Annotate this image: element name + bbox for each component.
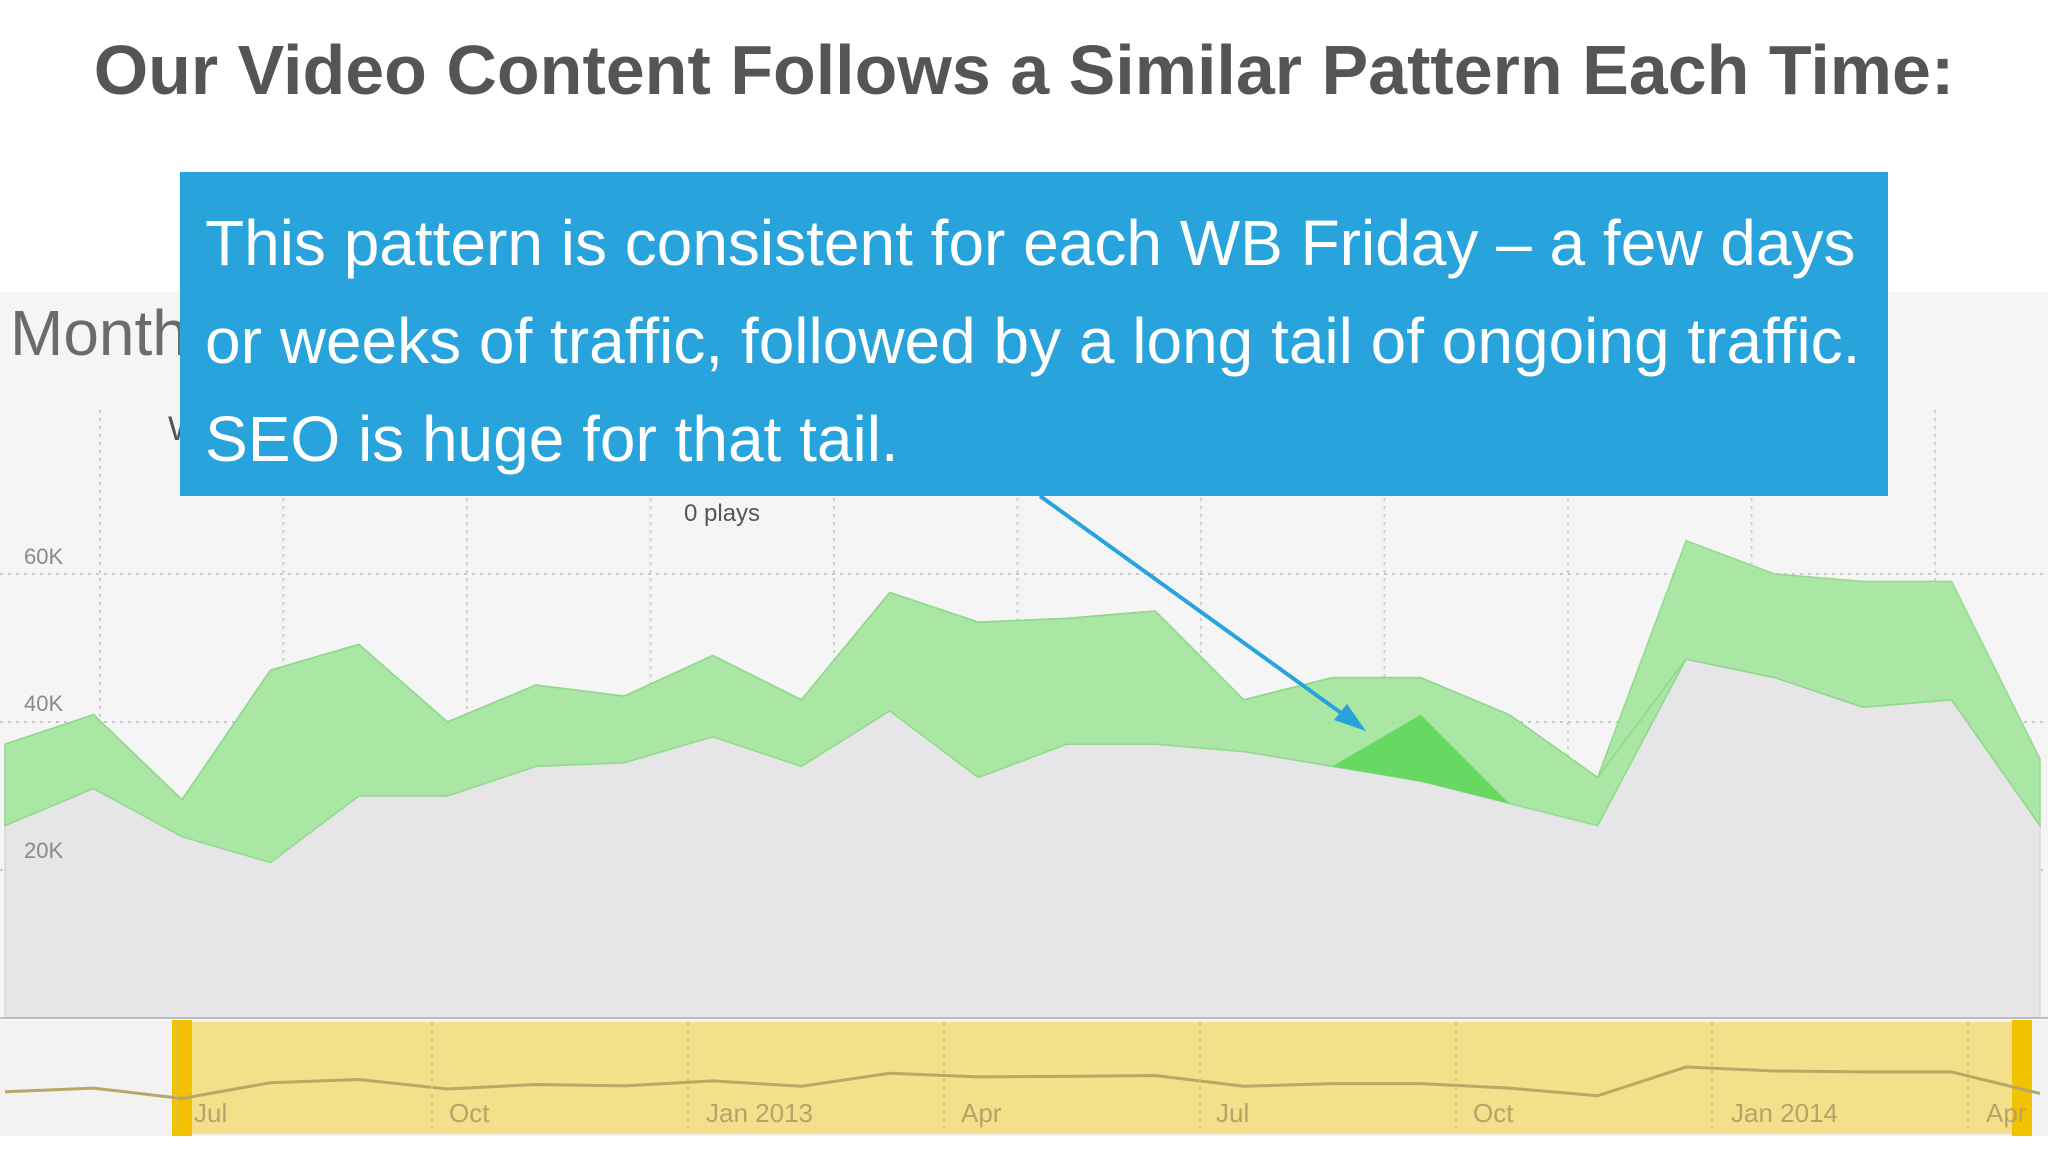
navigator-x-tick: Apr	[1986, 1098, 2027, 1128]
navigator-selection	[176, 1022, 2016, 1134]
y-tick-label: 60K	[24, 544, 64, 569]
slide-title: Our Video Content Follows a Similar Patt…	[93, 31, 1955, 109]
navigator-handle-right	[2012, 1020, 2032, 1136]
hover-tooltip-label: 0 plays	[684, 500, 761, 527]
navigator-x-tick: Jul	[1216, 1098, 1250, 1128]
highlight-band	[1332, 714, 1510, 804]
navigator-x-tick: Apr	[961, 1098, 1002, 1128]
chart-heading: Month	[10, 297, 188, 369]
navigator-x-tick: Oct	[449, 1098, 490, 1128]
callout-arrow-head	[1334, 704, 1366, 731]
navigator-x-tick: Jan 2014	[1731, 1098, 1838, 1128]
navigator-line	[4, 1065, 2041, 1100]
callout-text: This pattern is consistent for each WB F…	[205, 207, 1861, 475]
navigator-x-tick: Jan 2013	[706, 1098, 813, 1128]
navigator-x-tick: Oct	[1473, 1098, 1514, 1128]
y-tick-label: 40K	[24, 691, 64, 716]
y-tick-label: 20K	[24, 838, 64, 863]
area-series-2	[4, 539, 2041, 828]
callout-arrow-line	[1038, 494, 1364, 730]
callout-box: This pattern is consistent for each WB F…	[180, 172, 1888, 496]
navigator-x-tick: Jul	[194, 1098, 228, 1128]
